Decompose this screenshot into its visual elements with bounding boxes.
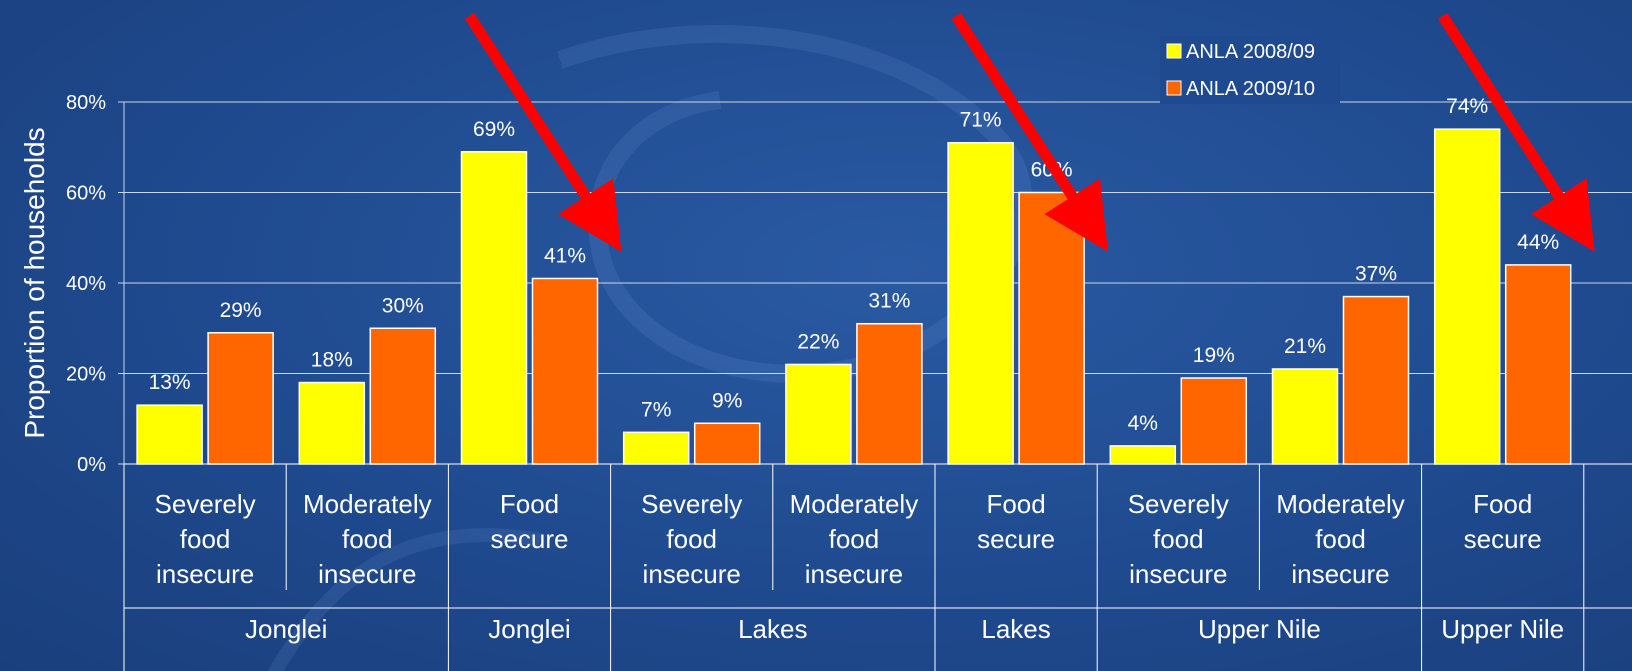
category-label: food xyxy=(829,524,880,554)
data-label: 18% xyxy=(311,349,353,372)
y-tick-label: 0% xyxy=(77,454,106,476)
data-label: 74% xyxy=(1446,95,1488,118)
bar xyxy=(693,422,761,465)
category-label: Severely xyxy=(1128,489,1229,519)
category-label: food xyxy=(666,524,717,554)
category-label: insecure xyxy=(156,559,254,589)
data-label: 71% xyxy=(960,109,1002,132)
y-tick-label: 20% xyxy=(66,364,106,386)
arrows xyxy=(464,13,1595,252)
data-label: 44% xyxy=(1517,231,1559,254)
data-label: 13% xyxy=(149,371,191,394)
category-label: food xyxy=(1315,524,1366,554)
legend-label: ANLA 2008/09 xyxy=(1186,41,1315,63)
data-label: 22% xyxy=(797,330,839,353)
bar xyxy=(856,322,923,465)
data-label: 9% xyxy=(712,389,742,412)
bar xyxy=(136,404,203,465)
data-label: 69% xyxy=(473,118,515,141)
data-label: 30% xyxy=(382,294,424,317)
group-label: Upper Nile xyxy=(1441,614,1564,644)
bar xyxy=(947,141,1014,465)
bar xyxy=(460,151,528,465)
red-arrow xyxy=(464,13,622,252)
y-axis-ticks: 0% 20% 40% 60% 80% xyxy=(66,92,106,476)
y-tick-label: 80% xyxy=(66,92,106,114)
y-tick-label: 60% xyxy=(66,183,106,205)
bar xyxy=(622,431,690,465)
category-label: food xyxy=(1153,524,1204,554)
data-label: 7% xyxy=(641,398,671,421)
category-label: Moderately xyxy=(303,489,432,519)
y-tick-label: 40% xyxy=(66,273,106,295)
bar xyxy=(1342,295,1410,465)
bar xyxy=(1109,445,1177,465)
legend-swatch xyxy=(1166,80,1182,96)
category-label: insecure xyxy=(805,559,903,589)
legend: ANLA 2008/09 ANLA 2009/10 xyxy=(1160,36,1340,104)
group-label: Lakes xyxy=(981,614,1050,644)
category-label: Moderately xyxy=(1276,489,1405,519)
category-label: insecure xyxy=(1291,559,1389,589)
category-label: insecure xyxy=(643,559,741,589)
legend-label: ANLA 2009/10 xyxy=(1186,78,1315,100)
legend-swatch xyxy=(1166,43,1182,59)
category-label: insecure xyxy=(1129,559,1227,589)
group-label: Lakes xyxy=(738,614,807,644)
group-label: Jonglei xyxy=(245,614,327,644)
category-label: secure xyxy=(490,524,568,554)
bars xyxy=(136,128,1572,465)
bar xyxy=(298,381,366,465)
x-axis: Severely food insecure Moderately food insecu… xyxy=(123,463,1632,671)
category-label: Severely xyxy=(641,489,742,519)
bar xyxy=(1433,128,1501,465)
bar xyxy=(531,277,599,465)
data-label: 29% xyxy=(220,299,262,322)
category-label: Food xyxy=(1473,489,1532,519)
bar xyxy=(1504,264,1572,465)
group-label: Upper Nile xyxy=(1198,614,1321,644)
data-label: 37% xyxy=(1355,263,1397,286)
category-label: Food xyxy=(986,489,1045,519)
bar xyxy=(207,332,274,465)
category-label: secure xyxy=(977,524,1055,554)
category-label: food xyxy=(180,524,231,554)
category-label: Moderately xyxy=(790,489,919,519)
data-label: 21% xyxy=(1284,335,1326,358)
category-label: insecure xyxy=(318,559,416,589)
category-label: Food xyxy=(500,489,559,519)
category-label: food xyxy=(342,524,393,554)
category-label: secure xyxy=(1464,524,1542,554)
data-label: 31% xyxy=(868,290,910,313)
data-label: 4% xyxy=(1128,412,1158,435)
red-arrow xyxy=(1438,13,1595,252)
group-label: Jonglei xyxy=(488,614,570,644)
category-label: Severely xyxy=(155,489,256,519)
data-label: 19% xyxy=(1193,344,1235,367)
bar xyxy=(369,327,437,465)
bar xyxy=(1018,191,1085,465)
data-label: 41% xyxy=(544,244,586,267)
bar xyxy=(1180,377,1248,465)
legend-background xyxy=(1160,36,1340,104)
y-axis-label: Proportion of households xyxy=(19,127,50,438)
bar xyxy=(1271,368,1339,465)
red-arrow xyxy=(951,13,1108,252)
bar xyxy=(785,363,852,465)
